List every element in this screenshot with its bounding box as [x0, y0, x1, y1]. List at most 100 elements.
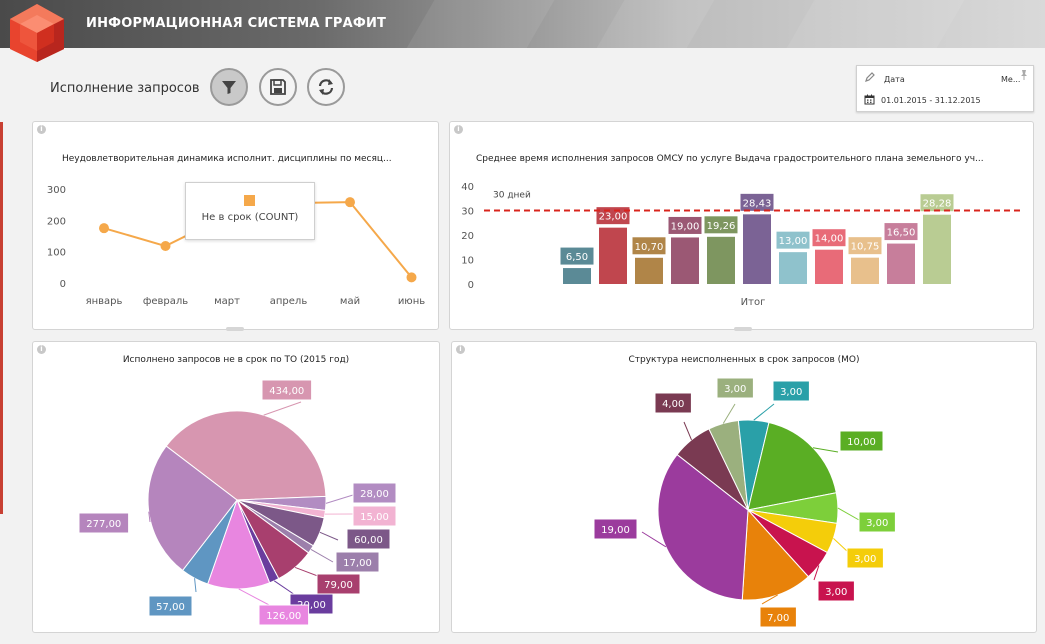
filter-button[interactable] — [210, 68, 248, 106]
leader-line — [722, 403, 736, 424]
data-label: 3,00 — [866, 518, 888, 529]
refresh-button[interactable] — [307, 68, 345, 106]
app-title: ИНФОРМАЦИОННАЯ СИСТЕМА ГРАФИТ — [86, 16, 387, 31]
leader-line — [148, 511, 151, 523]
tooltip-swatch — [244, 195, 255, 206]
y-tick-label: 20 — [461, 231, 474, 242]
data-point — [160, 241, 171, 252]
leader-line — [238, 588, 274, 608]
data-label: 28,43 — [743, 198, 772, 209]
y-tick-label: 30 — [461, 207, 474, 218]
pie-chart-mo: 3,00 3,00 10,00 3,00 3,00 3,00 7,00 19,00 4,00 — [593, 377, 896, 628]
data-label: 3,00 — [780, 387, 802, 398]
bar — [743, 214, 771, 284]
pencil-icon[interactable] — [864, 71, 876, 83]
pie-chart-mo-panel: i Структура неисполненных в срок запросо… — [451, 341, 1037, 633]
bar — [815, 249, 843, 284]
info-icon[interactable]: i — [456, 345, 465, 354]
resize-handle[interactable] — [226, 327, 244, 331]
chart-tooltip: Не в срок (COUNT) — [185, 182, 315, 240]
data-label: 10,75 — [851, 242, 880, 253]
data-label-box — [258, 604, 310, 626]
data-label-box — [811, 228, 847, 248]
data-label: 277,00 — [86, 519, 121, 530]
data-label: 23,00 — [599, 212, 628, 223]
data-label-box — [775, 230, 811, 250]
data-point — [99, 223, 109, 234]
data-label-box — [883, 222, 919, 242]
x-tick-label: июнь — [398, 296, 425, 307]
date-filter-value: 01.01.2015 - 31.12.2015 — [881, 96, 981, 105]
leader-line — [753, 403, 775, 421]
data-label: 15,00 — [360, 512, 389, 523]
data-point — [406, 272, 417, 283]
leader-line — [813, 565, 820, 581]
bar — [779, 252, 807, 284]
data-label-box — [847, 236, 883, 256]
data-label-box — [559, 246, 595, 266]
leader-line — [319, 531, 339, 541]
data-label: 7,00 — [767, 613, 789, 624]
data-label: 4,00 — [662, 399, 684, 410]
leader-line — [761, 594, 778, 605]
data-label-box — [346, 528, 391, 550]
bar-chart: 0 10 20 30 40 6,50 23,00 10,70 19,00 19,26 28,43 13… — [461, 182, 1020, 308]
x-tick-label: январь — [86, 296, 123, 307]
data-label-box — [593, 518, 638, 540]
pin-icon[interactable] — [1018, 69, 1030, 81]
data-label-box — [703, 215, 739, 235]
data-label-box — [148, 595, 193, 617]
pie-slice — [657, 453, 749, 601]
y-tick-label: 200 — [47, 216, 66, 227]
data-label: 60,00 — [354, 535, 383, 546]
data-label-box — [667, 215, 703, 235]
date-filter[interactable]: Дата Ме... 01.01.2015 - 31.12.2015 — [856, 65, 1034, 112]
data-label: 19,00 — [671, 221, 700, 232]
data-label: 28,28 — [923, 199, 952, 210]
data-label-box — [316, 573, 361, 595]
leader-line — [837, 507, 860, 521]
pie-slice — [165, 410, 327, 501]
leader-line — [310, 548, 334, 563]
data-label: 3,00 — [724, 384, 746, 395]
data-label: 126,00 — [266, 611, 301, 622]
bar — [923, 214, 951, 284]
date-filter-measure: Ме... — [1001, 75, 1021, 84]
data-label-box — [352, 505, 397, 527]
x-tick-label: февраль — [143, 296, 188, 307]
calendar-icon — [864, 94, 875, 105]
line-chart-panel: i Неудовлетворительная динамика исполнит… — [32, 121, 439, 330]
resize-handle[interactable] — [734, 327, 752, 331]
info-icon[interactable]: i — [37, 345, 46, 354]
leader-line — [325, 494, 354, 504]
save-button[interactable] — [259, 68, 297, 106]
bar — [887, 243, 915, 284]
data-label: 28,00 — [360, 489, 389, 500]
y-tick-label: 300 — [47, 185, 66, 196]
y-tick-label: 0 — [60, 279, 66, 290]
pie-chart-to-panel: i Исполнено запросов не в срок по ТО (20… — [32, 341, 440, 633]
leader-line — [641, 531, 667, 548]
pie-slice — [741, 508, 810, 601]
data-label: 6,50 — [566, 252, 588, 263]
data-label: 13,00 — [779, 236, 808, 247]
info-icon[interactable]: i — [37, 125, 46, 134]
panel-title: Неудовлетворительная динамика исполнит. … — [62, 154, 392, 164]
x-tick-label: март — [214, 296, 240, 307]
data-label-box — [335, 551, 380, 573]
x-tick-label: май — [340, 296, 360, 307]
info-icon[interactable]: i — [454, 125, 463, 134]
refresh-icon — [318, 79, 334, 95]
leader-line — [683, 421, 692, 441]
data-label: 20,00 — [297, 600, 326, 611]
bar — [599, 227, 627, 284]
data-label: 17,00 — [343, 558, 372, 569]
data-label: 57,00 — [156, 602, 185, 613]
data-label-box — [716, 377, 754, 399]
data-label-box — [631, 236, 667, 256]
x-tick-label: апрель — [270, 296, 308, 307]
data-label: 14,00 — [815, 234, 844, 245]
leader-line — [833, 538, 849, 553]
data-label: 19,26 — [707, 221, 736, 232]
data-label-box — [261, 379, 313, 401]
